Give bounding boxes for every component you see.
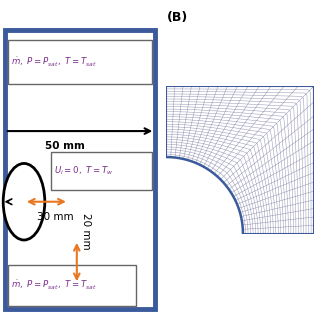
Text: (B): (B) <box>166 11 188 24</box>
Text: $U_i = 0,\ T = T_w$: $U_i = 0,\ T = T_w$ <box>54 164 114 177</box>
Text: 50 mm: 50 mm <box>45 141 85 151</box>
Bar <box>8 40 152 84</box>
Text: 20 mm: 20 mm <box>81 213 91 250</box>
Circle shape <box>3 164 45 240</box>
Polygon shape <box>166 157 243 234</box>
Text: $\dot{m},\ P = P_{sat},\ T = T_{sat}$: $\dot{m},\ P = P_{sat},\ T = T_{sat}$ <box>11 55 97 68</box>
Text: 30 mm: 30 mm <box>37 212 73 222</box>
Bar <box>51 152 152 190</box>
Bar <box>8 265 136 306</box>
Text: $\dot{m},\ P = P_{sat},\ T = T_{sat}$: $\dot{m},\ P = P_{sat},\ T = T_{sat}$ <box>11 279 97 292</box>
